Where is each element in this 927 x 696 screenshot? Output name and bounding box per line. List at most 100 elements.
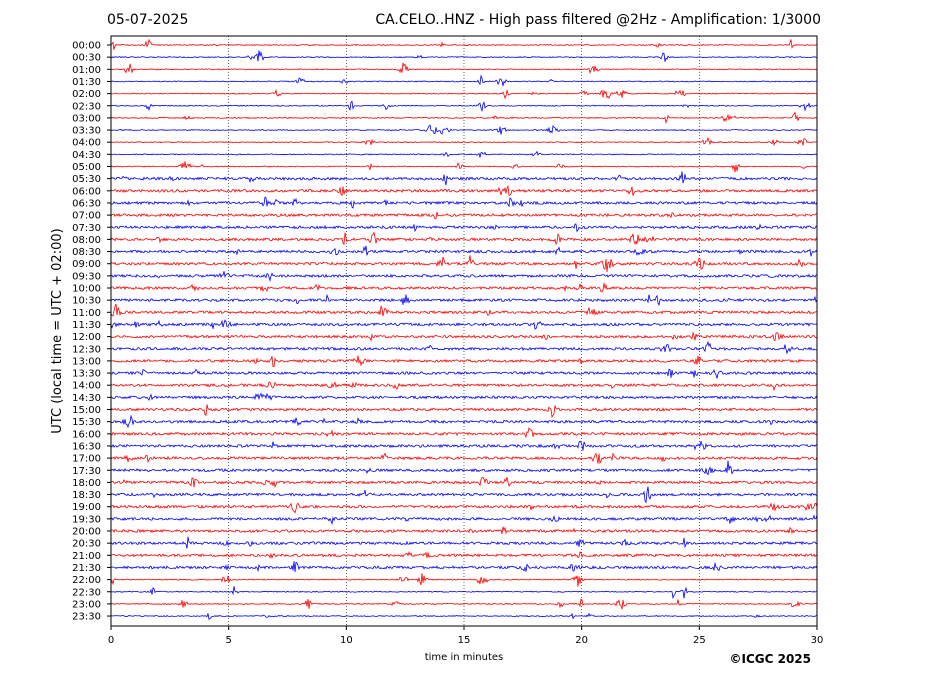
row-label: 16:00	[72, 429, 101, 440]
row-label: 14:30	[72, 393, 101, 404]
row-label: 09:30	[72, 271, 101, 282]
seismic-trace	[110, 340, 818, 355]
row-label: 10:30	[72, 296, 101, 307]
seismic-trace	[110, 368, 818, 379]
row-label: 04:00	[72, 138, 101, 149]
seismic-trace	[110, 514, 818, 526]
seismic-trace	[110, 331, 818, 343]
row-label: 20:00	[72, 527, 101, 538]
seismic-trace	[110, 150, 818, 158]
row-label: 17:30	[72, 466, 101, 477]
seismic-trace	[110, 440, 818, 451]
seismic-trace	[110, 612, 818, 620]
seismic-trace	[110, 62, 818, 75]
chart-title: CA.CELO..HNZ - High pass filtered @2Hz -…	[375, 12, 821, 28]
seismic-trace	[110, 245, 818, 257]
row-label: 15:30	[72, 417, 101, 428]
row-label: 06:00	[72, 186, 101, 197]
seismic-trace	[110, 136, 818, 147]
row-label: 21:00	[72, 551, 101, 562]
seismic-trace	[110, 502, 818, 514]
row-label: 22:00	[72, 575, 101, 586]
row-label: 10:00	[72, 284, 101, 295]
row-label: 00:00	[72, 41, 101, 52]
seismic-trace	[110, 231, 818, 246]
row-label: 19:00	[72, 502, 101, 513]
seismic-trace	[110, 223, 818, 233]
seismic-trace	[110, 111, 818, 124]
x-axis-label: time in minutes	[425, 652, 504, 663]
seismic-trace	[110, 460, 818, 476]
row-label: 02:00	[72, 89, 101, 100]
row-label: 03:00	[72, 113, 101, 124]
row-label: 14:00	[72, 381, 101, 392]
seismic-trace	[110, 124, 818, 135]
x-tick-label: 5	[225, 635, 231, 646]
row-label: 11:00	[72, 308, 101, 319]
seismic-trace	[110, 282, 818, 293]
trace-group	[110, 38, 818, 620]
row-label: 19:30	[72, 514, 101, 525]
row-label: 18:00	[72, 478, 101, 489]
y-axis-label: UTC (local time = UTC + 02:00)	[50, 228, 65, 433]
seismic-trace	[110, 561, 818, 573]
seismic-trace	[110, 88, 818, 100]
grid-lines	[228, 36, 700, 626]
x-tick-label: 20	[575, 635, 588, 646]
x-tick-label: 0	[108, 635, 114, 646]
seismic-trace	[110, 184, 818, 197]
seismic-trace	[110, 586, 818, 600]
row-label: 05:30	[72, 174, 101, 185]
row-label: 08:00	[72, 235, 101, 246]
row-label: 07:30	[72, 223, 101, 234]
x-tick-label: 15	[458, 635, 471, 646]
row-label: 05:00	[72, 162, 101, 173]
seismic-trace	[110, 426, 818, 439]
seismic-trace	[110, 100, 818, 113]
date-label: 05-07-2025	[107, 12, 189, 28]
seismic-trace	[110, 38, 818, 50]
row-label: 21:30	[72, 563, 101, 574]
seismic-trace	[110, 319, 818, 330]
row-label: 07:00	[72, 211, 101, 222]
seismic-trace	[110, 452, 818, 465]
row-label: 18:30	[72, 490, 101, 501]
seismic-trace	[110, 211, 818, 220]
row-label: 23:00	[72, 599, 101, 610]
seismic-trace	[110, 404, 818, 418]
seismic-trace	[110, 255, 818, 272]
seismic-trace	[110, 476, 818, 489]
row-label: 17:00	[72, 454, 101, 465]
row-label: 13:30	[72, 369, 101, 380]
row-label: 08:30	[72, 247, 101, 258]
seismic-trace	[110, 392, 818, 402]
seismic-trace	[110, 414, 818, 429]
seismic-trace	[110, 550, 818, 560]
seismic-trace	[110, 74, 818, 86]
x-tick-label: 30	[811, 635, 824, 646]
seismic-trace	[110, 303, 818, 317]
seismic-trace	[110, 381, 818, 392]
x-tick-group: 0 5 10 15 20 25 30	[108, 626, 824, 646]
seismic-trace	[110, 526, 818, 535]
seismic-trace	[110, 598, 818, 610]
seismic-trace	[110, 171, 818, 186]
row-label: 16:30	[72, 441, 101, 452]
copyright-label: ©ICGC 2025	[729, 652, 811, 666]
row-label: 01:30	[72, 77, 101, 88]
row-label: 23:30	[72, 612, 101, 623]
seismic-trace	[110, 293, 818, 307]
row-label: 06:30	[72, 198, 101, 209]
seismic-trace	[110, 50, 818, 62]
row-label: 12:00	[72, 332, 101, 343]
row-label: 01:00	[72, 65, 101, 76]
row-label: 09:00	[72, 259, 101, 270]
seismic-trace	[110, 573, 818, 587]
seismic-trace	[110, 161, 818, 173]
x-tick-label: 10	[340, 635, 353, 646]
row-label: 03:30	[72, 126, 101, 137]
row-label: 04:30	[72, 150, 101, 161]
seismic-trace	[110, 271, 818, 282]
seismic-trace	[110, 196, 818, 209]
